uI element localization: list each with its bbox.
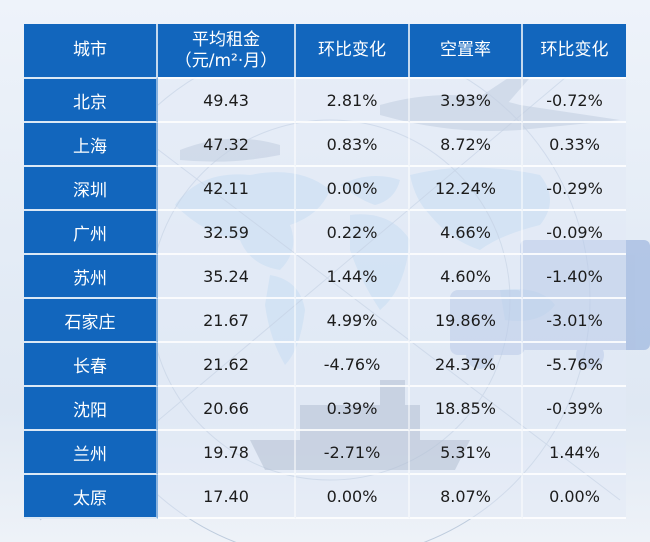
vacancy-rate-cell: 8.07% (410, 475, 523, 519)
vacancy-change-cell: -3.01% (523, 299, 626, 343)
header-avg-rent: 平均租金 （元/m²·月） (158, 24, 296, 77)
rent-change-cell: 1.44% (296, 255, 410, 299)
rent-change-cell: 0.83% (296, 123, 410, 167)
header-avg-rent-label: 平均租金 (192, 29, 260, 50)
city-cell: 苏州 (24, 255, 158, 299)
rent-change-cell: 0.00% (296, 475, 410, 519)
rent-table-container: 城市 平均租金 （元/m²·月） 环比变化 空置率 环比变化 北京 49.43 2… (24, 24, 626, 519)
rent-change-cell: 2.81% (296, 77, 410, 123)
avg-rent-cell: 42.11 (158, 167, 296, 211)
header-vacancy-rate: 空置率 (410, 24, 523, 77)
vacancy-rate-cell: 12.24% (410, 167, 523, 211)
vacancy-change-cell: -0.39% (523, 387, 626, 431)
table-row: 石家庄 21.67 4.99% 19.86% -3.01% (24, 299, 626, 343)
table-row: 苏州 35.24 1.44% 4.60% -1.40% (24, 255, 626, 299)
table-row: 兰州 19.78 -2.71% 5.31% 1.44% (24, 431, 626, 475)
vacancy-rate-cell: 4.60% (410, 255, 523, 299)
avg-rent-cell: 49.43 (158, 77, 296, 123)
rent-change-cell: -2.71% (296, 431, 410, 475)
rent-change-cell: 0.39% (296, 387, 410, 431)
avg-rent-cell: 35.24 (158, 255, 296, 299)
vacancy-change-cell: 0.00% (523, 475, 626, 519)
vacancy-change-cell: 0.33% (523, 123, 626, 167)
table-header-row: 城市 平均租金 （元/m²·月） 环比变化 空置率 环比变化 (24, 24, 626, 77)
avg-rent-cell: 21.67 (158, 299, 296, 343)
city-cell: 北京 (24, 77, 158, 123)
vacancy-rate-cell: 18.85% (410, 387, 523, 431)
city-cell: 长春 (24, 343, 158, 387)
avg-rent-cell: 19.78 (158, 431, 296, 475)
table-row: 太原 17.40 0.00% 8.07% 0.00% (24, 475, 626, 519)
vacancy-rate-cell: 3.93% (410, 77, 523, 123)
avg-rent-cell: 21.62 (158, 343, 296, 387)
vacancy-rate-cell: 19.86% (410, 299, 523, 343)
rent-change-cell: -4.76% (296, 343, 410, 387)
city-cell: 太原 (24, 475, 158, 519)
avg-rent-cell: 32.59 (158, 211, 296, 255)
avg-rent-cell: 20.66 (158, 387, 296, 431)
header-city: 城市 (24, 24, 158, 77)
city-cell: 兰州 (24, 431, 158, 475)
vacancy-rate-cell: 4.66% (410, 211, 523, 255)
city-cell: 石家庄 (24, 299, 158, 343)
table-row: 深圳 42.11 0.00% 12.24% -0.29% (24, 167, 626, 211)
vacancy-rate-cell: 8.72% (410, 123, 523, 167)
vacancy-change-cell: -0.72% (523, 77, 626, 123)
table-row: 沈阳 20.66 0.39% 18.85% -0.39% (24, 387, 626, 431)
vacancy-rate-cell: 24.37% (410, 343, 523, 387)
table-row: 上海 47.32 0.83% 8.72% 0.33% (24, 123, 626, 167)
rent-change-cell: 4.99% (296, 299, 410, 343)
avg-rent-cell: 17.40 (158, 475, 296, 519)
vacancy-change-cell: -0.29% (523, 167, 626, 211)
table-row: 长春 21.62 -4.76% 24.37% -5.76% (24, 343, 626, 387)
avg-rent-cell: 47.32 (158, 123, 296, 167)
vacancy-change-cell: 1.44% (523, 431, 626, 475)
header-vacancy-change: 环比变化 (523, 24, 626, 77)
office-rent-table: 城市 平均租金 （元/m²·月） 环比变化 空置率 环比变化 北京 49.43 2… (24, 24, 626, 519)
rent-change-cell: 0.00% (296, 167, 410, 211)
vacancy-rate-cell: 5.31% (410, 431, 523, 475)
table-row: 北京 49.43 2.81% 3.93% -0.72% (24, 77, 626, 123)
header-rent-change: 环比变化 (296, 24, 410, 77)
city-cell: 深圳 (24, 167, 158, 211)
city-cell: 上海 (24, 123, 158, 167)
table-row: 广州 32.59 0.22% 4.66% -0.09% (24, 211, 626, 255)
vacancy-change-cell: -5.76% (523, 343, 626, 387)
rent-change-cell: 0.22% (296, 211, 410, 255)
vacancy-change-cell: -1.40% (523, 255, 626, 299)
city-cell: 沈阳 (24, 387, 158, 431)
city-cell: 广州 (24, 211, 158, 255)
header-avg-rent-unit: （元/m²·月） (174, 50, 278, 71)
vacancy-change-cell: -0.09% (523, 211, 626, 255)
